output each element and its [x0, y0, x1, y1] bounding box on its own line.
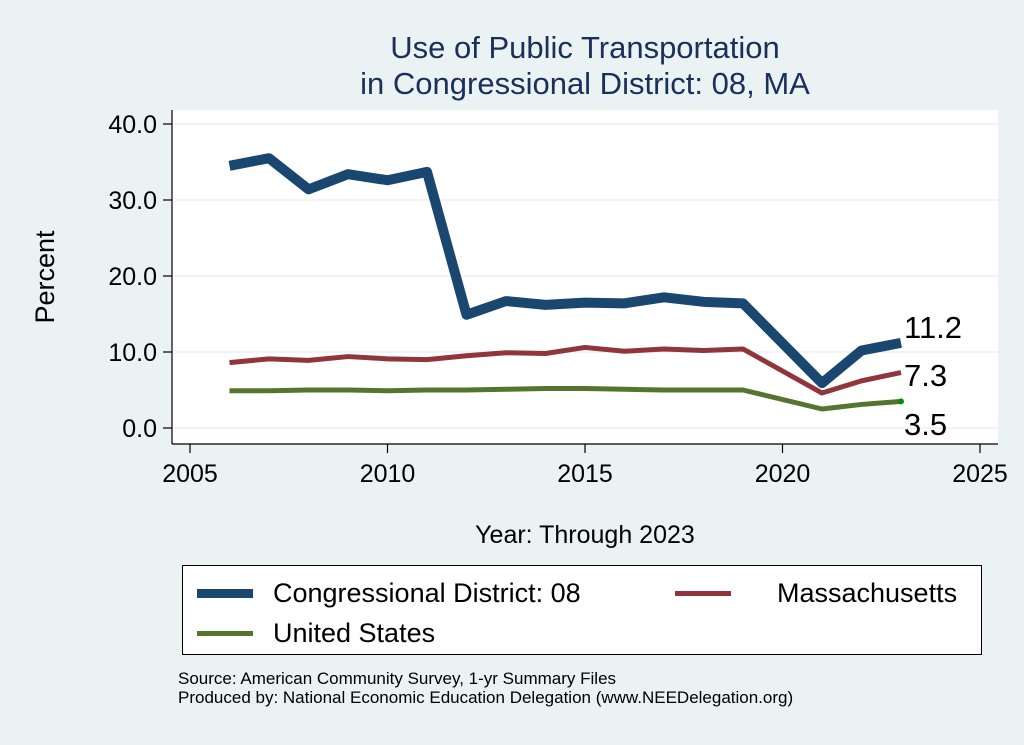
legend-label-united-states: United States — [273, 618, 436, 648]
x-tick-label: 2025 — [952, 460, 1008, 488]
y-tick-label: 20.0 — [108, 263, 157, 291]
legend-item-cd08: Congressional District: 08 — [197, 578, 581, 609]
legend-label-massachusetts: Massachusetts — [777, 578, 958, 608]
legend-label-cd08: Congressional District: 08 — [273, 578, 581, 608]
end-marker-united-states — [898, 398, 904, 405]
end-labels: 11.2 7.3 3.5 — [904, 310, 962, 442]
y-axis-label: Percent — [30, 230, 60, 324]
source-note: Source: American Community Survey, 1-yr … — [178, 669, 793, 707]
x-tick-label: 2020 — [755, 460, 811, 488]
legend-swatch-massachusetts — [675, 591, 731, 596]
series-lines — [228, 153, 904, 412]
plot-area — [172, 110, 998, 444]
y-tick-label: 40.0 — [108, 111, 157, 139]
series-line-massachusetts — [229, 344, 902, 396]
series-line-cd08 — [228, 153, 902, 389]
x-tick-label: 2010 — [360, 460, 416, 488]
x-tick-label: 2005 — [162, 460, 218, 488]
chart-title-line-1: Use of Public Transportation — [390, 30, 780, 65]
legend-swatch-united-states — [197, 631, 253, 636]
y-tick-label: 0.0 — [122, 415, 157, 443]
y-tick-label: 10.0 — [108, 339, 157, 367]
source-line: Source: American Community Survey, 1-yr … — [178, 669, 617, 688]
x-axis-label: Year: Through 2023 — [475, 521, 695, 549]
y-tick-label: 30.0 — [108, 187, 157, 215]
end-label-cd08: 11.2 — [904, 310, 962, 345]
produced-by-line: Produced by: National Economic Education… — [178, 688, 794, 707]
x-ticks: 2005 2010 2015 2020 2025 — [162, 444, 1008, 488]
end-label-massachusetts: 7.3 — [904, 358, 947, 393]
legend-item-massachusetts: Massachusetts — [675, 578, 957, 609]
x-tick-label: 2015 — [557, 460, 613, 488]
end-label-united-states: 3.5 — [904, 407, 947, 442]
legend-item-united-states: United States — [197, 618, 435, 649]
series-line-united-states — [229, 385, 902, 412]
line-chart: 0.0 10.0 20.0 30.0 40.0 2005 2010 2015 2020 2025… — [30, 110, 1008, 549]
legend: Congressional District: 08 Massachusetts… — [182, 565, 982, 655]
chart-title: Use of Public Transportation in Congress… — [0, 30, 1024, 102]
y-ticks: 0.0 10.0 20.0 30.0 40.0 — [108, 111, 172, 443]
legend-swatch-cd08 — [197, 589, 253, 598]
chart-title-line-2: in Congressional District: 08, MA — [360, 66, 810, 101]
